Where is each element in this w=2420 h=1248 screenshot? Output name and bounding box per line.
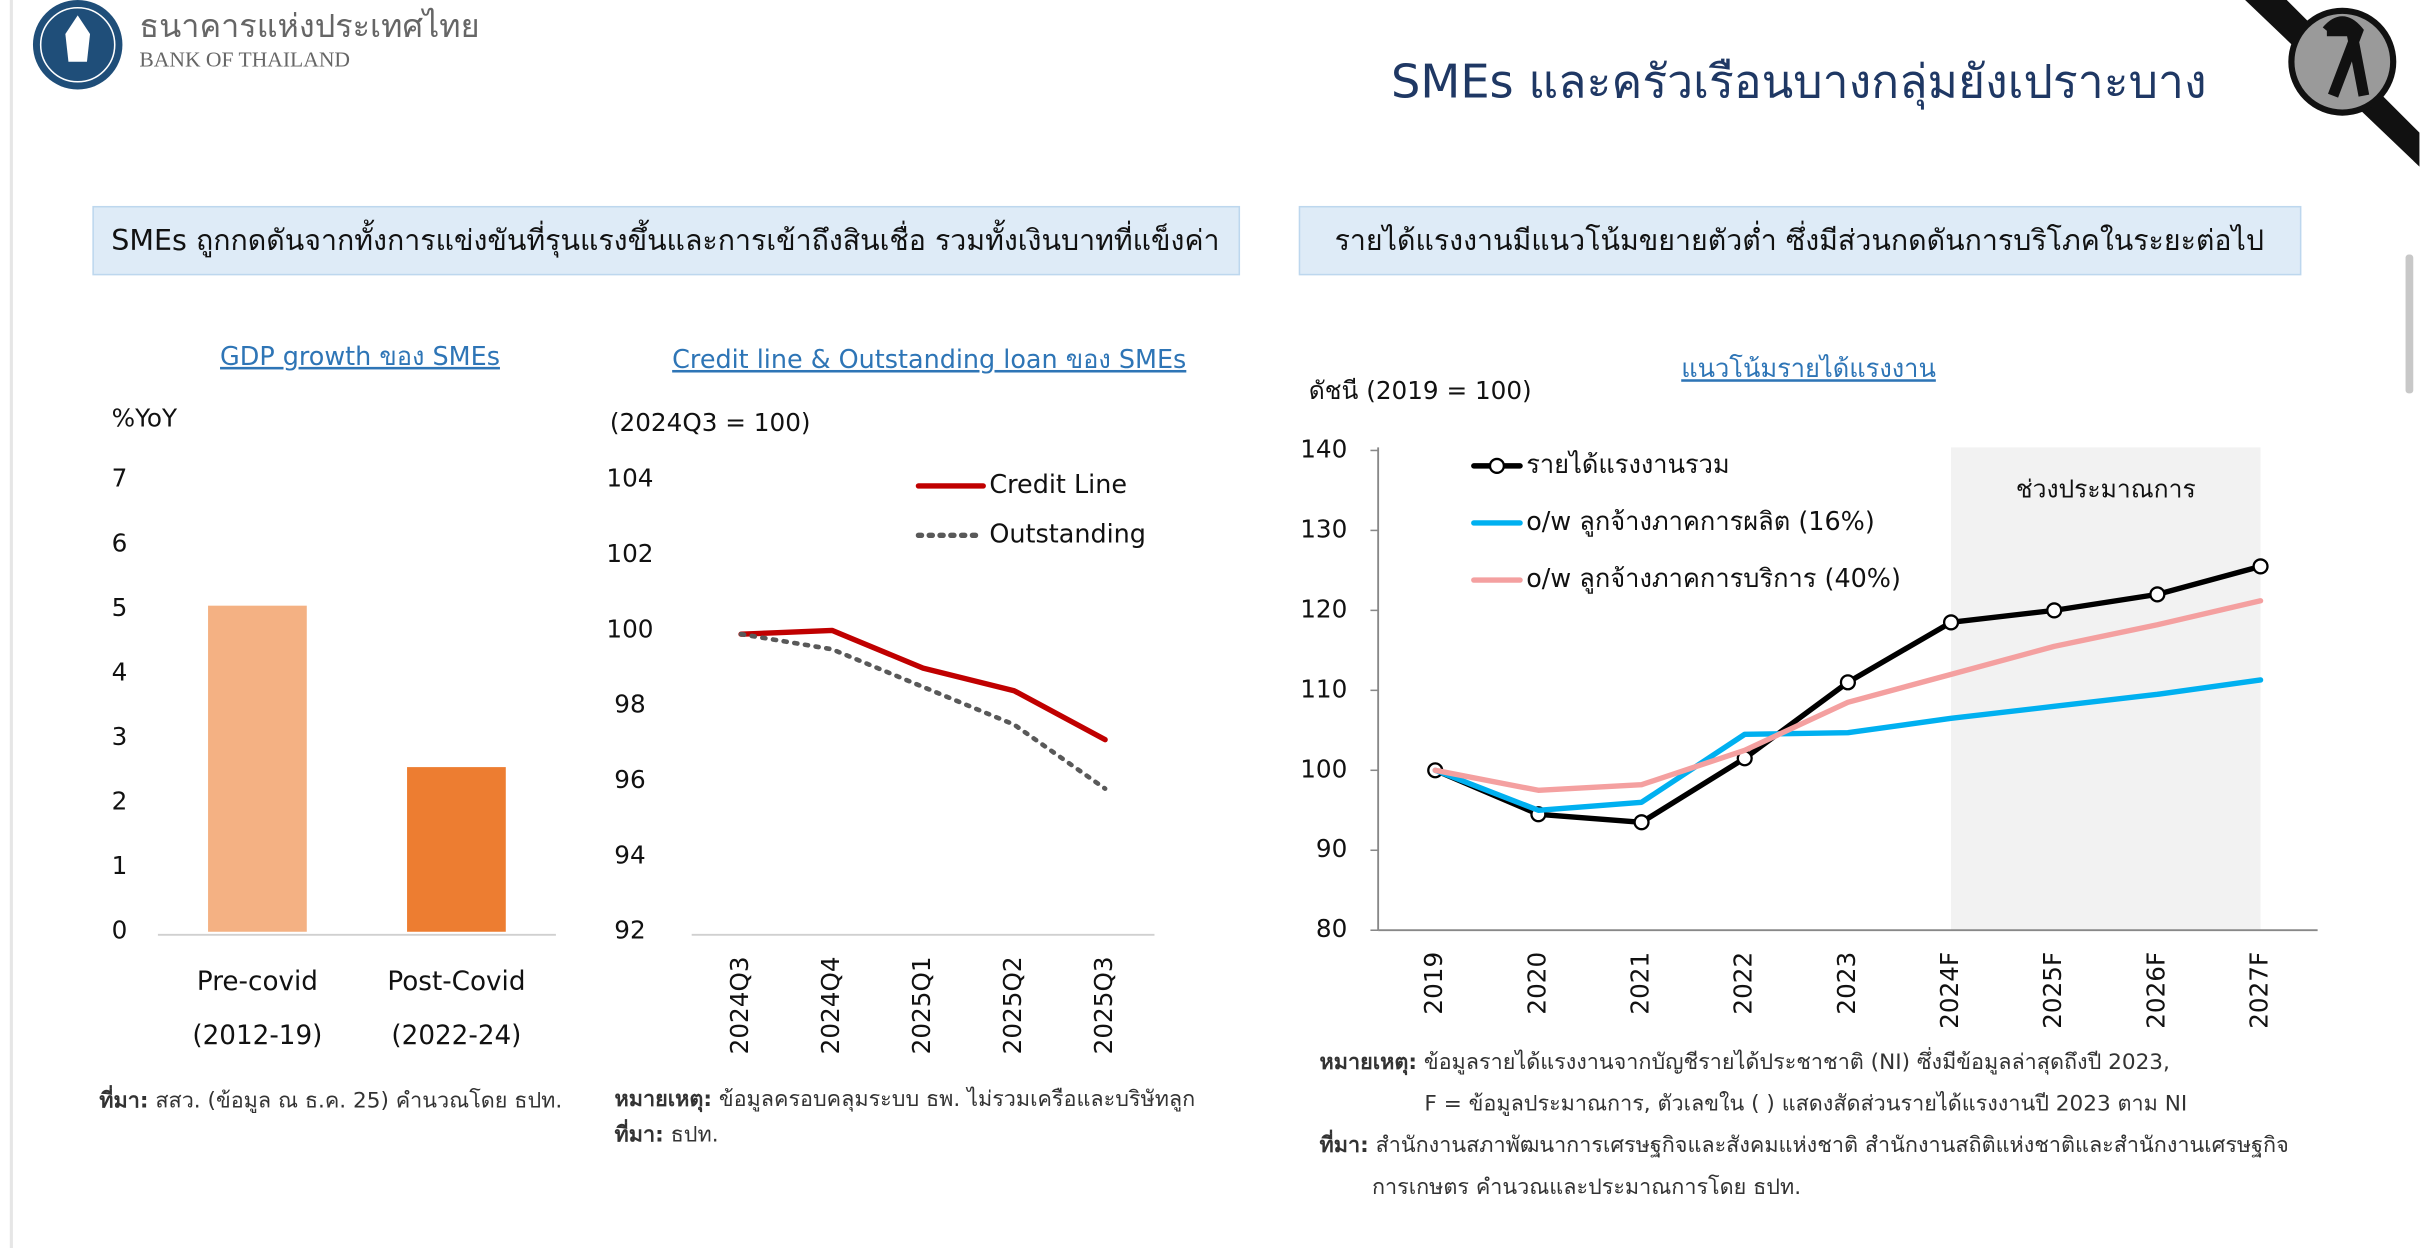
note: F = ข้อมูลประมาณการ, ตัวเลขใน ( ) แสดงสั…	[1424, 1091, 2187, 1117]
y-tick-label: 102	[606, 539, 653, 568]
x-tick-label: 2024F	[1935, 952, 1964, 1029]
y-tick-label: 92	[614, 916, 645, 945]
note: หมายเหตุ: ข้อมูลครอบคลุมระบบ ธพ. ไม่รวมเ…	[615, 1086, 1196, 1113]
panel-header: รายได้แรงงานมีแนวโน้มขยายตัวต่ำ ซึ่งมีส่…	[1335, 221, 2264, 257]
series-line	[738, 631, 1108, 791]
note: การเกษตร คำนวณและประมาณการโดย ธปท.	[1372, 1174, 1801, 1200]
y-tick-label: 3	[112, 722, 128, 751]
x-tick-label: 2023	[1832, 952, 1861, 1015]
series-line	[1432, 598, 2264, 793]
note-text: F = ข้อมูลประมาณการ, ตัวเลขใน ( ) แสดงสั…	[1424, 1091, 2187, 1117]
legend-label: Outstanding	[989, 519, 1146, 549]
note-label: ที่มา:	[1320, 1129, 1369, 1158]
y-tick-label: 7	[112, 464, 128, 493]
y-tick-label: 90	[1316, 834, 1347, 863]
org-name-en: BANK OF THAILAND	[139, 48, 350, 72]
note-text: การเกษตร คำนวณและประมาณการโดย ธปท.	[1372, 1174, 1801, 1200]
panel-header: SMEs ถูกกดดันจากทั้งการแข่งขันที่รุนแรงข…	[111, 220, 1219, 258]
note-label: หมายเหตุ:	[615, 1087, 712, 1113]
y-tick-label: 6	[112, 528, 128, 557]
legend-label: Credit Line	[989, 470, 1127, 500]
org-name-th: ธนาคารแห่งประเทศไทย	[139, 7, 479, 45]
x-tick-label: 2020	[1522, 952, 1551, 1015]
x-tick-label: 2021	[1626, 952, 1655, 1015]
x-tick-label: Pre-covid	[197, 967, 318, 997]
chart-title: แนวโน้มรายได้แรงงาน	[1681, 354, 1936, 384]
x-tick-label: Post-Covid	[387, 967, 525, 997]
panel-header-box	[1298, 205, 2302, 276]
y-tick-label: 100	[1300, 754, 1347, 783]
legend-marker	[1488, 457, 1506, 474]
x-tick-label: (2012-19)	[192, 1021, 322, 1051]
x-tick-label: 2022	[1729, 952, 1758, 1015]
chart-title: Credit line & Outstanding loan ของ SMEs	[672, 345, 1186, 375]
note-label: ที่มา:	[99, 1084, 148, 1113]
series-line	[738, 627, 1108, 743]
x-tick-label: 2026F	[2141, 952, 2170, 1029]
logo	[32, 0, 123, 90]
x-tick-label: 2024Q3	[725, 956, 754, 1054]
series-line	[1432, 677, 2264, 813]
y-tick-label: 5	[112, 593, 128, 622]
y-tick-label: 120	[1300, 594, 1347, 623]
x-tick-label: 2025Q1	[907, 956, 936, 1054]
y-tick-label: 104	[606, 464, 653, 493]
x-tick-label: 2019	[1419, 952, 1448, 1015]
y-tick-label: 98	[614, 690, 645, 719]
y-tick-label: 0	[112, 916, 128, 945]
data-point	[1633, 814, 1650, 831]
y-tick-label: 130	[1300, 514, 1347, 543]
y-tick-label: 96	[614, 765, 645, 794]
y-tick-label: 140	[1300, 434, 1347, 463]
x-tick-label: 2025F	[2038, 952, 2067, 1029]
bar	[208, 605, 307, 932]
note-text: ข้อมูลครอบคลุมระบบ ธพ. ไม่รวมเครือและบริ…	[719, 1086, 1195, 1112]
note: หมายเหตุ: ข้อมูลรายได้แรงงานจากบัญชีรายไ…	[1320, 1047, 2170, 1076]
legend-label: รายได้แรงงานรวม	[1526, 450, 1729, 480]
y-axis-label: (2024Q3 = 100)	[610, 408, 811, 437]
bar	[407, 767, 506, 932]
x-tick-label: 2024Q4	[816, 956, 845, 1054]
note-text: สำนักงานสภาพัฒนาการเศรษฐกิจและสังคมแห่งช…	[1376, 1133, 2289, 1158]
y-axis-label: %YoY	[112, 404, 178, 433]
chart-title: GDP growth ของ SMEs	[220, 342, 500, 372]
x-tick-label: 2027F	[2245, 952, 2274, 1029]
legend-label: o/w ลูกจ้างภาคการบริการ (40%)	[1526, 564, 1901, 594]
data-point	[2046, 602, 2063, 619]
note-label: หมายเหตุ:	[1320, 1050, 1417, 1076]
y-axis-label: ดัชนี (2019 = 100)	[1309, 376, 1532, 405]
forecast-label: ช่วงประมาณการ	[2016, 475, 2196, 504]
note-text: ธปท.	[671, 1122, 719, 1147]
y-tick-label: 80	[1316, 914, 1347, 943]
note: ที่มา: สำนักงานสภาพัฒนาการเศรษฐกิจและสัง…	[1320, 1129, 2289, 1158]
y-tick-label: 94	[614, 840, 645, 869]
note: ที่มา: ธปท.	[615, 1118, 719, 1147]
note: ที่มา: สสว. (ข้อมูล ณ ธ.ค. 25) คำนวณโดย …	[99, 1084, 562, 1113]
y-tick-label: 4	[112, 657, 128, 686]
y-tick-label: 100	[606, 614, 653, 643]
data-point	[2149, 586, 2166, 603]
note-text: ข้อมูลรายได้แรงงานจากบัญชีรายได้ประชาชาต…	[1424, 1047, 2170, 1075]
note-label: ที่มา:	[615, 1118, 664, 1147]
data-point	[1942, 614, 1960, 631]
scrollbar[interactable]	[2405, 254, 2414, 394]
panel-header-box	[92, 205, 1241, 276]
note-text: สสว. (ข้อมูล ณ ธ.ค. 25) คำนวณโดย ธปท.	[155, 1087, 562, 1113]
y-tick-label: 2	[112, 787, 128, 816]
data-point	[1839, 674, 1856, 691]
x-tick-label: 2025Q2	[998, 956, 1027, 1054]
x-tick-label: (2022-24)	[391, 1021, 521, 1051]
x-tick-label: 2025Q3	[1089, 956, 1118, 1054]
legend-label: o/w ลูกจ้างภาคการผลิต (16%)	[1526, 507, 1875, 537]
y-tick-label: 1	[112, 851, 128, 880]
data-point	[2252, 558, 2269, 575]
y-tick-label: 110	[1300, 674, 1347, 703]
slide-title: SMEs และครัวเรือนบางกลุ่มยังเปราะบาง	[1391, 54, 2207, 110]
